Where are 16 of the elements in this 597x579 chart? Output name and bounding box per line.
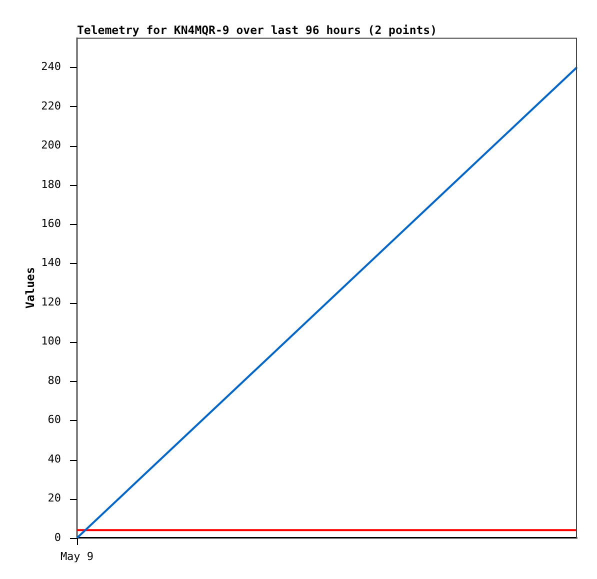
y-tick-label: 0 — [54, 530, 61, 544]
text: May 9 — [60, 550, 94, 563]
y-tick-label: 60 — [48, 413, 61, 426]
y-tick-label: 240 — [41, 60, 61, 74]
y-tick-label: 140 — [41, 256, 61, 270]
y-tick-label: 100 — [41, 334, 61, 348]
y-tick-label: 40 — [48, 452, 61, 466]
y-tick-label: 180 — [41, 178, 61, 191]
y-tick-label: 120 — [41, 295, 61, 308]
y-tick-label: 160 — [41, 217, 61, 230]
y-axis-title: Values — [22, 267, 37, 309]
y-tick-label: 200 — [41, 138, 61, 152]
y-tick-label: 20 — [48, 492, 61, 505]
y-tick-label: 220 — [41, 99, 61, 112]
y-tick-label: 80 — [48, 374, 61, 387]
chart-title: Telemetry for KN4MQR-9 over last 96 hours (2 points) — [77, 22, 438, 37]
